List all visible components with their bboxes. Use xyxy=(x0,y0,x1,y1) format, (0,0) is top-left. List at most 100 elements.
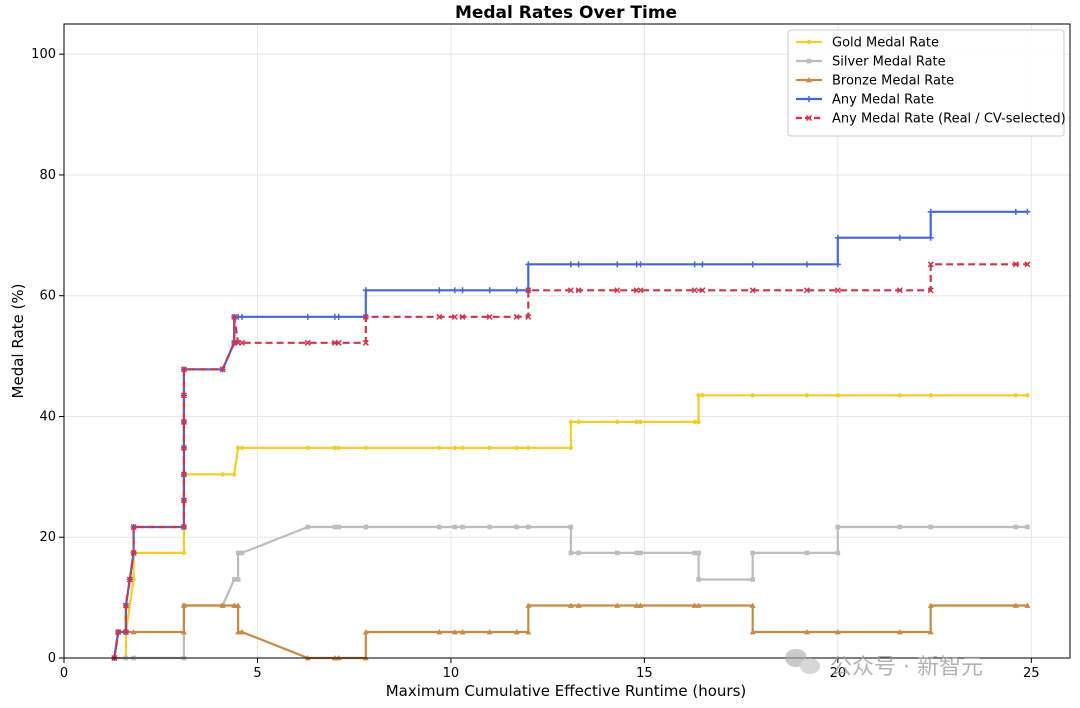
legend-item: Any Medal Rate (Real / CV-selected) xyxy=(796,112,1066,127)
data-point xyxy=(692,550,697,556)
data-point xyxy=(130,523,137,531)
data-point xyxy=(1025,524,1030,530)
legend-marker xyxy=(806,39,812,45)
data-point xyxy=(696,393,701,398)
data-point xyxy=(180,418,187,425)
data-point xyxy=(126,576,133,583)
data-point xyxy=(614,287,621,294)
data-point xyxy=(459,313,466,320)
data-point xyxy=(180,523,187,531)
data-point xyxy=(897,393,902,398)
data-point xyxy=(235,550,241,556)
data-point xyxy=(526,445,531,451)
data-point xyxy=(220,472,225,477)
data-point xyxy=(927,287,934,294)
data-point xyxy=(575,261,582,268)
x-tick-label: 15 xyxy=(636,666,653,681)
data-point xyxy=(122,629,129,636)
data-point xyxy=(803,261,810,268)
data-point xyxy=(695,602,702,608)
data-point xyxy=(692,419,697,425)
data-point xyxy=(633,602,640,608)
legend-label: Any Medal Rate xyxy=(832,93,934,108)
data-point xyxy=(460,524,465,530)
y-axis-label: Medal Rate (%) xyxy=(9,284,27,399)
data-point xyxy=(238,629,245,635)
data-point xyxy=(335,339,342,346)
data-point xyxy=(362,313,369,320)
data-point xyxy=(487,445,492,451)
legend-label: Silver Medal Rate xyxy=(832,55,946,70)
data-point xyxy=(486,629,493,635)
data-point xyxy=(436,629,443,635)
data-point xyxy=(513,313,520,320)
data-point xyxy=(834,287,841,294)
data-point xyxy=(615,550,620,556)
data-point xyxy=(638,419,643,425)
data-point xyxy=(304,339,311,346)
legend-item: Silver Medal Rate xyxy=(796,55,946,70)
data-point xyxy=(231,313,238,320)
data-point xyxy=(239,445,245,451)
data-point xyxy=(486,287,493,294)
data-point xyxy=(513,629,520,635)
y-tick-label: 40 xyxy=(39,409,56,424)
data-point xyxy=(637,261,644,268)
data-point xyxy=(1012,602,1019,608)
data-point xyxy=(335,313,342,320)
legend-item: Any Medal Rate xyxy=(796,93,934,108)
legend-item: Gold Medal Rate xyxy=(796,36,939,51)
data-point xyxy=(927,602,934,608)
data-point xyxy=(180,444,187,451)
data-point xyxy=(834,234,841,241)
data-point xyxy=(896,234,903,241)
data-point xyxy=(1024,602,1031,608)
data-point xyxy=(834,261,841,268)
data-point xyxy=(525,629,532,635)
data-point xyxy=(487,524,492,530)
data-point xyxy=(526,524,531,530)
data-point xyxy=(180,629,187,635)
data-point xyxy=(696,550,701,556)
data-point xyxy=(804,550,810,556)
x-tick-label: 20 xyxy=(830,666,847,681)
data-point xyxy=(180,497,187,504)
data-point xyxy=(238,339,246,346)
chart-title: Medal Rates Over Time xyxy=(455,3,677,23)
y-tick-label: 0 xyxy=(48,651,56,666)
data-point xyxy=(634,550,639,556)
data-point xyxy=(749,602,756,608)
x-tick-label: 5 xyxy=(253,666,261,681)
series-5 xyxy=(111,261,1031,662)
y-tick-label: 80 xyxy=(39,168,56,183)
data-point xyxy=(835,393,841,398)
data-point xyxy=(131,577,136,582)
data-point xyxy=(835,550,841,556)
data-point xyxy=(514,524,519,530)
data-point xyxy=(513,287,520,294)
data-point xyxy=(231,602,238,608)
y-tick-label: 20 xyxy=(39,530,56,545)
data-point xyxy=(239,550,245,556)
x-axis-label: Maximum Cumulative Effective Runtime (ho… xyxy=(386,682,747,700)
data-point xyxy=(363,524,369,530)
legend-marker xyxy=(806,96,812,102)
data-point xyxy=(575,287,582,294)
data-point xyxy=(576,550,581,556)
data-point xyxy=(460,445,465,451)
series-line xyxy=(114,394,1028,660)
legend-marker xyxy=(806,58,812,64)
data-point xyxy=(437,445,442,451)
plot-frame xyxy=(63,23,1071,659)
y-tick-label: 60 xyxy=(39,289,56,304)
data-point xyxy=(1024,261,1031,268)
data-point xyxy=(834,629,841,635)
data-point xyxy=(928,393,933,398)
data-point xyxy=(927,208,934,215)
data-point xyxy=(235,577,241,582)
data-point xyxy=(304,313,311,320)
series-3 xyxy=(111,602,1031,661)
data-point xyxy=(575,602,582,608)
legend-label: Bronze Medal Rate xyxy=(832,74,954,89)
data-point xyxy=(362,629,369,635)
